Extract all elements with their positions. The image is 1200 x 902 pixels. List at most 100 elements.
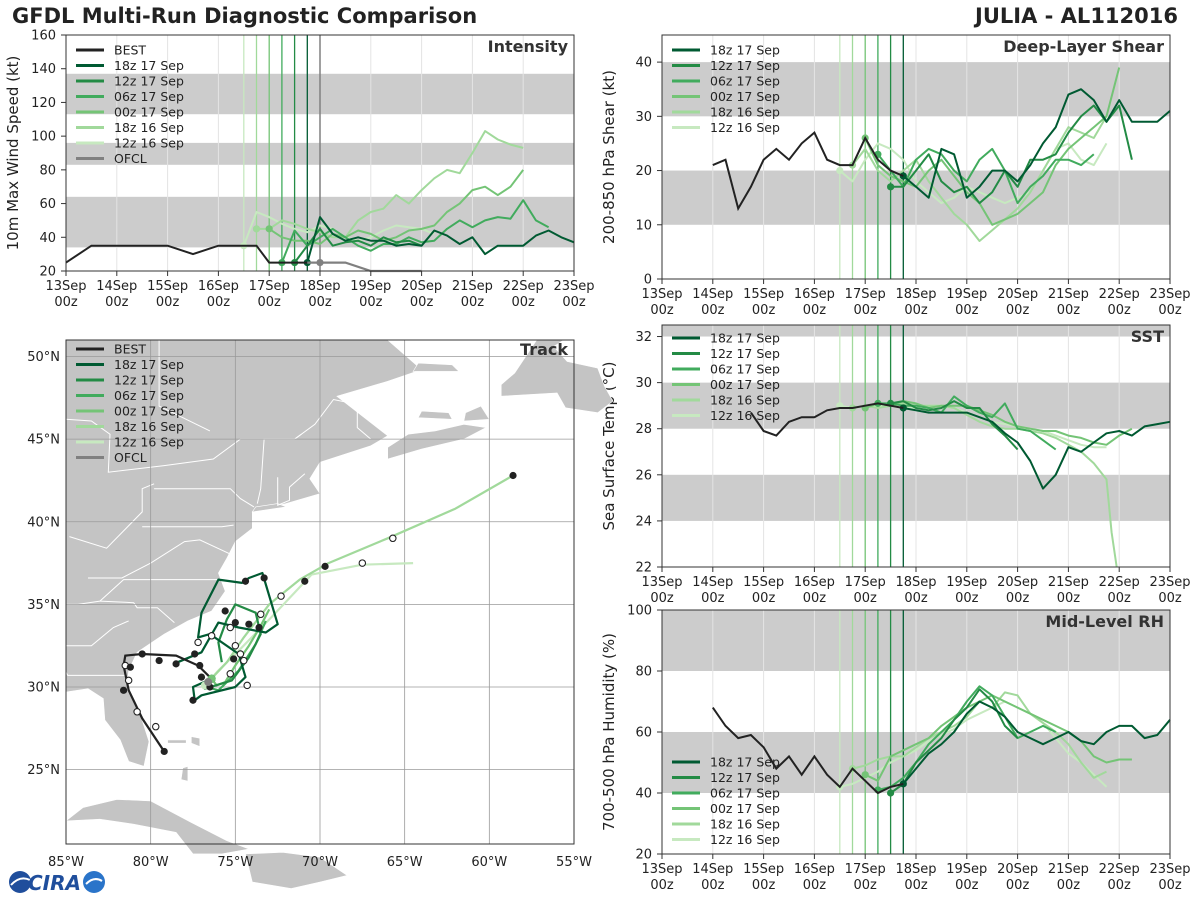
shear-xtick-hour-9: 00z bbox=[1108, 303, 1132, 318]
rh-series-2 bbox=[877, 685, 1057, 791]
intensity-xtick-hour-6: 00z bbox=[359, 295, 383, 310]
track-filled-marker bbox=[196, 661, 204, 670]
track-legend-label-run-3: 00z 17 Sep bbox=[114, 404, 184, 419]
shear-xtick-hour-4: 00z bbox=[854, 303, 878, 318]
track-filled-marker bbox=[221, 607, 229, 615]
shear-legend-label-run-2: 06z 17 Sep bbox=[710, 74, 780, 89]
track-series-0 bbox=[177, 571, 279, 702]
sst-xtick-day-2: 15Sep bbox=[743, 575, 784, 590]
track-panel: 85°W 80°W 75°W 70°W 65°W 60°W 55°W 25°N 30°N 35°N… bbox=[27, 339, 614, 889]
intensity-ytick-label-2: 60 bbox=[39, 197, 56, 212]
track-open-marker bbox=[194, 638, 202, 647]
track-land-grand-bahama bbox=[167, 739, 187, 744]
shear-xtick-day-2: 15Sep bbox=[743, 287, 784, 302]
shear-xtick-hour-10: 00z bbox=[1158, 303, 1182, 318]
track-land-abaco bbox=[191, 736, 201, 747]
track-frame bbox=[65, 339, 575, 845]
shear-xtick-hour-3: 00z bbox=[803, 303, 827, 318]
intensity-xtick-hour-10: 00z bbox=[562, 295, 586, 310]
intensity-xtick-hour-2: 00z bbox=[156, 295, 180, 310]
track-legend-label-best: BEST bbox=[114, 342, 146, 357]
shear-ylabel: 200-850 hPa Shear (kt) bbox=[600, 70, 618, 244]
track-border-5 bbox=[69, 483, 155, 549]
logo-seal-icon bbox=[83, 871, 105, 893]
rh-series-3-init-marker bbox=[861, 771, 869, 779]
shear-ytick-label-2: 20 bbox=[635, 164, 652, 179]
track-open-marker bbox=[226, 670, 235, 678]
sst-xtick-day-3: 16Sep bbox=[794, 575, 835, 590]
intensity-ytick-label-6: 140 bbox=[31, 62, 56, 77]
track-land-hispaniola bbox=[245, 851, 348, 889]
rh-xtick-hour-2: 00z bbox=[752, 878, 776, 893]
intensity-legend-label-run-5: 12z 16 Sep bbox=[114, 136, 184, 151]
sst-ytick-label-4: 30 bbox=[635, 376, 652, 391]
rh-legend-label-run-1: 12z 17 Sep bbox=[710, 770, 780, 785]
sst-xtick-hour-2: 00z bbox=[752, 591, 776, 606]
shear-xtick-day-4: 17Sep bbox=[845, 287, 886, 302]
sst-xtick-day-10: 23Sep bbox=[1149, 575, 1190, 590]
intensity-series-4 bbox=[256, 130, 524, 239]
intensity-xtick-hour-0: 00z bbox=[54, 295, 78, 310]
sst-series-2 bbox=[877, 395, 1057, 451]
track-lat-label-2: 35°N bbox=[27, 598, 60, 613]
shear-legend-label-run-3: 00z 17 Sep bbox=[710, 89, 780, 104]
rh-ytick-label-0: 20 bbox=[635, 848, 652, 863]
shear-xtick-hour-2: 00z bbox=[752, 303, 776, 318]
sst-series-3 bbox=[864, 400, 1133, 446]
track-filled-marker bbox=[260, 574, 268, 582]
shear-xtick-hour-5: 00z bbox=[904, 303, 928, 318]
sst-legend-label-run-0: 18z 17 Sep bbox=[710, 331, 780, 346]
intensity-xtick-day-6: 19Sep bbox=[350, 279, 391, 294]
sst-ytick-label-1: 24 bbox=[635, 514, 652, 529]
sst-best-line bbox=[750, 402, 904, 437]
track-open-marker bbox=[240, 656, 248, 665]
shear-xtick-day-9: 22Sep bbox=[1099, 287, 1140, 302]
track-filled-marker bbox=[189, 696, 197, 704]
rh-xtick-day-7: 20Sep bbox=[997, 862, 1038, 877]
shear-xtick-hour-0: 00z bbox=[650, 303, 674, 318]
sst-legend-label-run-5: 12z 16 Sep bbox=[710, 408, 780, 423]
shear-series-2 bbox=[877, 147, 1095, 205]
intensity-xtick-hour-9: 00z bbox=[512, 295, 536, 310]
shear-legend-label-run-4: 18z 16 Sep bbox=[710, 105, 780, 120]
track-series-4 bbox=[207, 474, 514, 683]
track-lon-label-6: 55°W bbox=[556, 855, 592, 870]
intensity-ytick-label-4: 100 bbox=[31, 130, 56, 145]
logo-globe-icon bbox=[9, 871, 31, 893]
logo-seal-swoosh-icon bbox=[85, 878, 103, 885]
rh-series-0 bbox=[902, 700, 1171, 785]
rh-xtick-hour-7: 00z bbox=[1006, 878, 1030, 893]
rh-xtick-day-0: 13Sep bbox=[641, 862, 682, 877]
track-filled-marker bbox=[138, 650, 146, 658]
intensity-legend-label-ofcl: OFCL bbox=[114, 151, 147, 166]
track-open-marker bbox=[236, 650, 245, 658]
shear-series-0 bbox=[902, 88, 1171, 199]
shear-legend-label-run-5: 12z 16 Sep bbox=[710, 120, 780, 135]
track-lat-label-4: 45°N bbox=[27, 433, 60, 448]
track-lon-label-5: 60°W bbox=[471, 855, 507, 870]
shear-xtick-day-3: 16Sep bbox=[794, 287, 835, 302]
rh-xtick-hour-9: 00z bbox=[1108, 878, 1132, 893]
shear-ytick-label-4: 40 bbox=[635, 56, 652, 71]
intensity-xtick-hour-4: 00z bbox=[258, 295, 282, 310]
rh-xtick-hour-3: 00z bbox=[803, 878, 827, 893]
rh-legend-label-run-5: 12z 16 Sep bbox=[710, 832, 780, 847]
track-filled-marker bbox=[245, 620, 253, 628]
track-filled-marker bbox=[509, 471, 517, 480]
rh-legend-label-run-4: 18z 16 Sep bbox=[710, 817, 780, 832]
track-lat-label-3: 40°N bbox=[27, 515, 60, 530]
shear-legend-label-run-1: 12z 17 Sep bbox=[710, 58, 780, 73]
intensity-legend-label-best: BEST bbox=[114, 43, 146, 58]
intensity-xtick-day-8: 21Sep bbox=[452, 279, 493, 294]
track-lon-label-4: 65°W bbox=[387, 855, 423, 870]
sst-xtick-day-5: 18Sep bbox=[895, 575, 936, 590]
shear-series-1-init-marker bbox=[887, 183, 895, 191]
shear-best-line bbox=[712, 130, 904, 212]
track-filled-marker bbox=[255, 623, 263, 632]
rh-legend-label-run-3: 00z 17 Sep bbox=[710, 801, 780, 816]
sst-xtick-day-1: 14Sep bbox=[692, 575, 733, 590]
sst-ytick-label-3: 28 bbox=[635, 422, 652, 437]
track-open-marker bbox=[124, 676, 133, 685]
intensity-xtick-hour-1: 00z bbox=[105, 295, 129, 310]
track-border-12 bbox=[353, 390, 409, 427]
